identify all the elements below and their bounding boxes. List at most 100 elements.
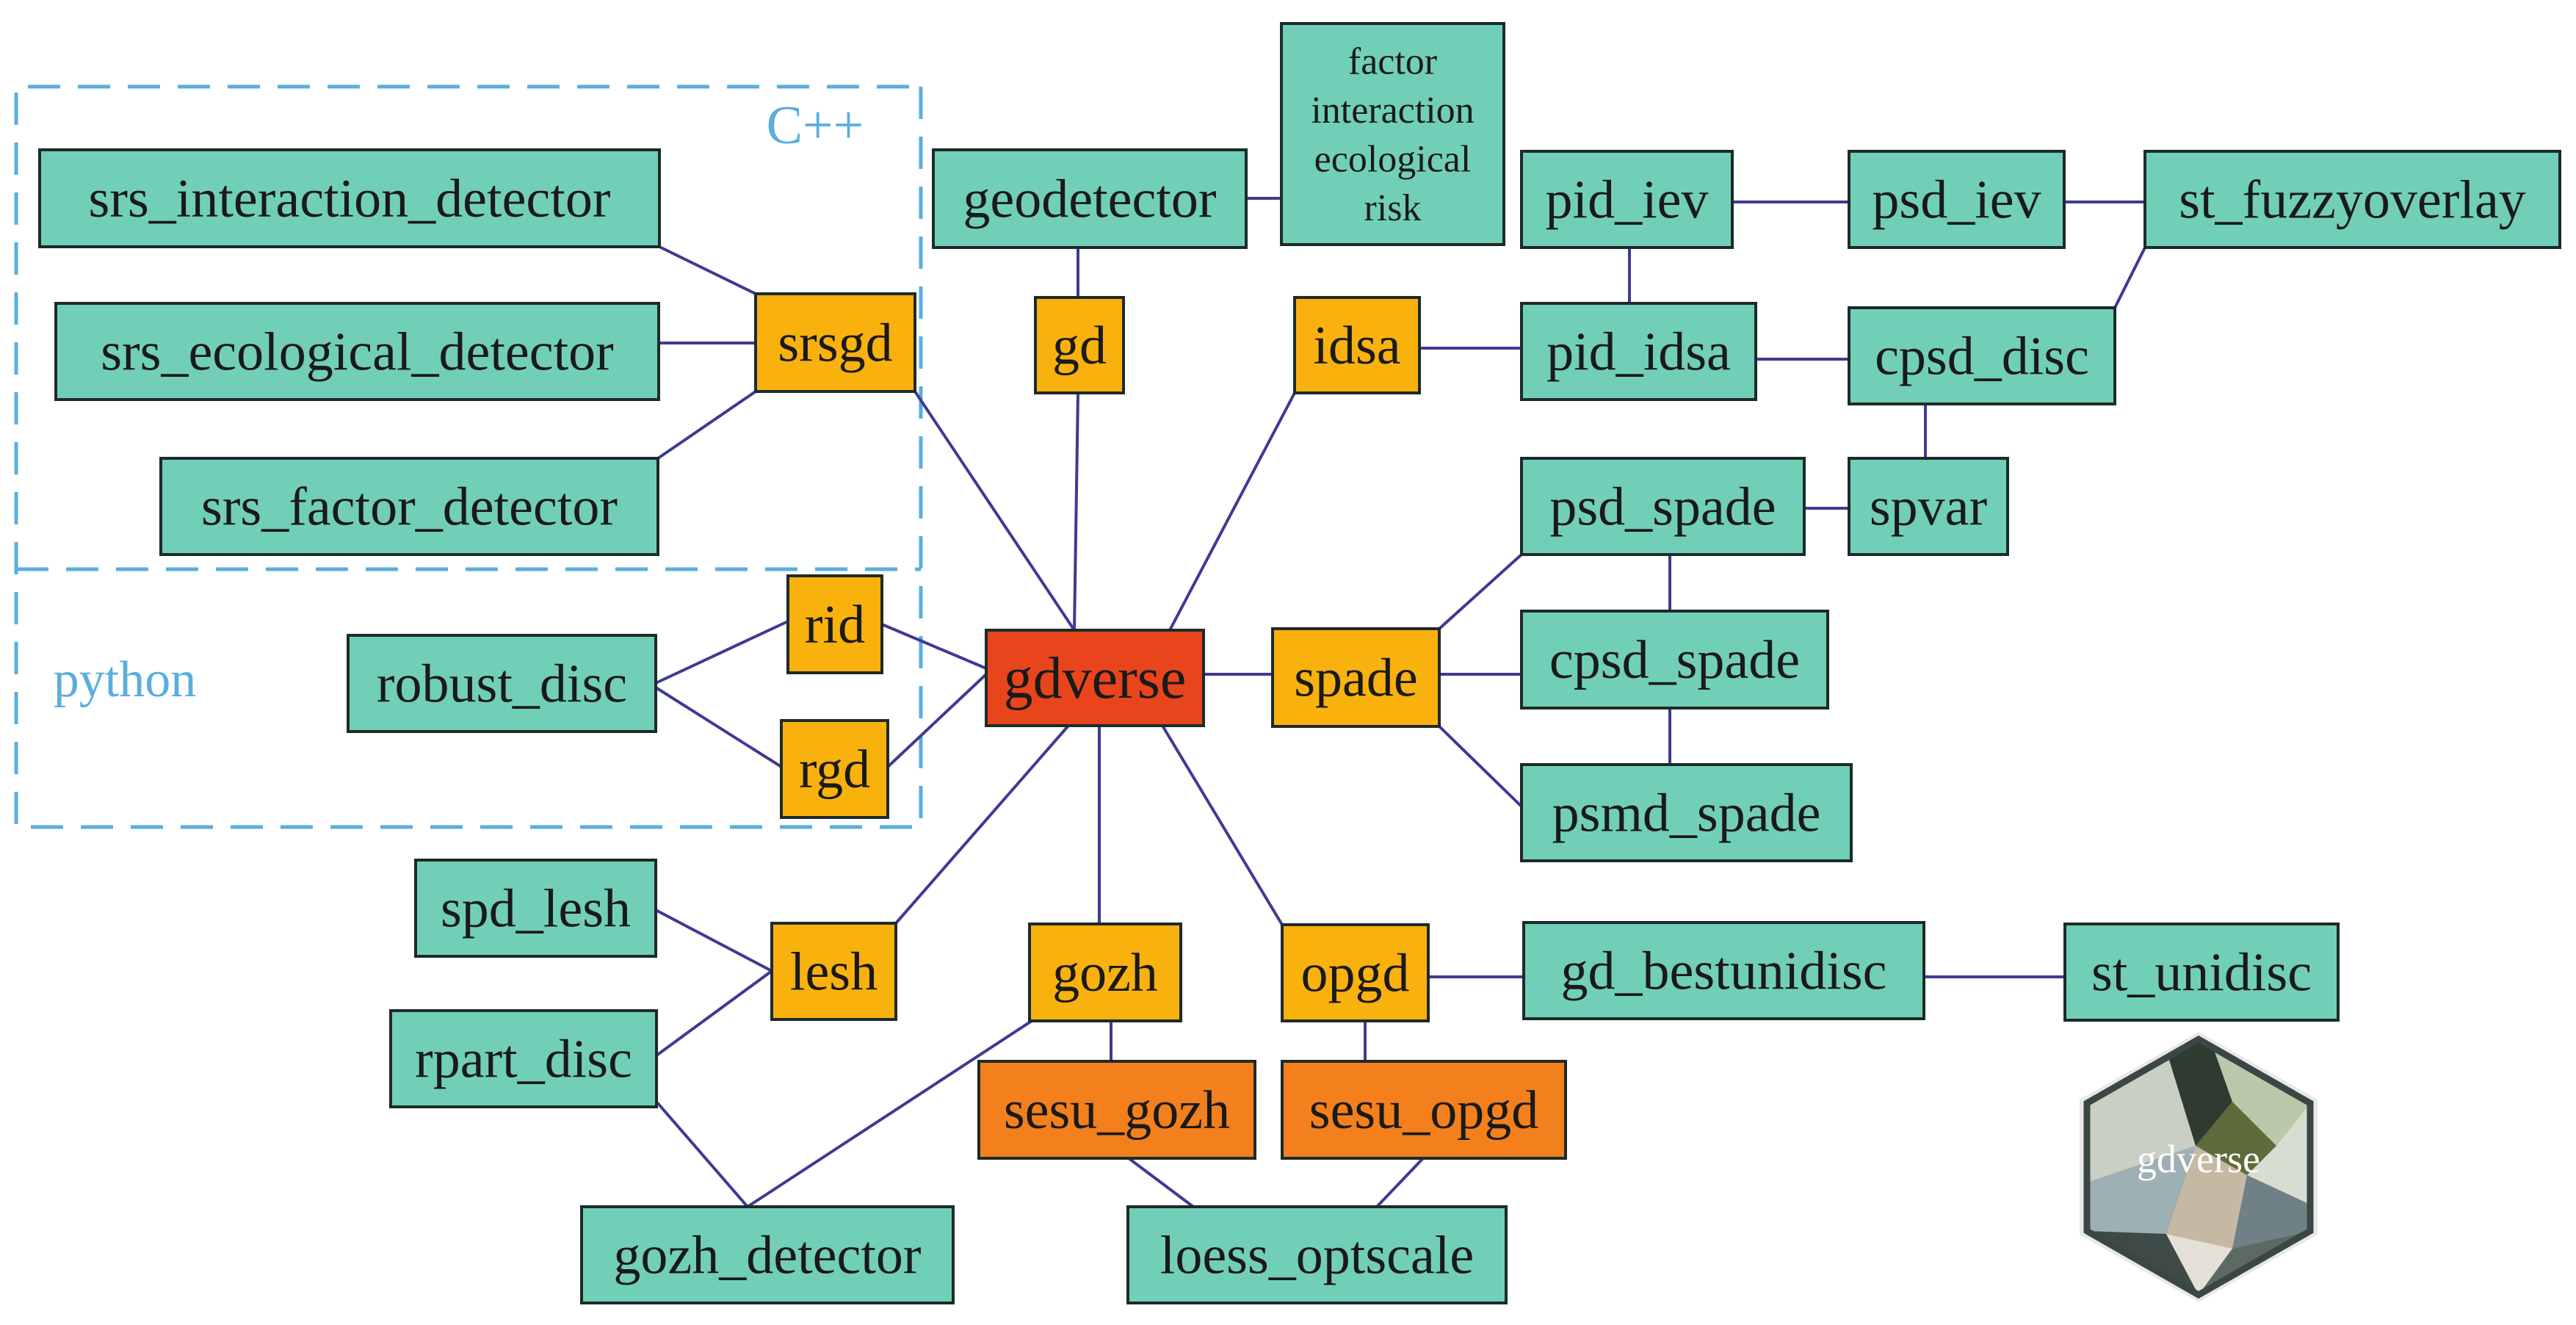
node-label-spd_lesh: spd_lesh [441,879,631,939]
node-lesh: lesh [770,922,897,1021]
node-box-gozh_detector [580,1205,955,1304]
node-box-gd_bestunidisc [1522,921,1925,1020]
node-srs_ecological_detector: srs_ecological_detector [54,302,660,401]
node-box-lesh [770,922,897,1021]
node-rpart_disc: rpart_disc [389,1009,658,1108]
node-label-rid: rid [805,595,865,655]
node-box-geodetector [932,148,1248,249]
node-box-cpsd_disc [1848,306,2116,405]
node-spvar: spvar [1848,457,2009,556]
node-srsgd: srsgd [754,292,916,393]
edge-rpart_disc-to-gozh_detector [655,1100,749,1208]
node-label-cpsd_spade: cpsd_spade [1549,630,1800,690]
edge-gd-to-gdverse [1073,392,1079,631]
edge-spd_lesh-to-lesh [655,909,773,972]
node-geodetector: geodetector [932,148,1248,249]
node-box-st_fuzzyoverlay [2143,150,2561,249]
node-label-idsa: idsa [1313,316,1400,376]
node-st_fuzzyoverlay: st_fuzzyoverlay [2143,150,2561,249]
node-cpsd_disc: cpsd_disc [1848,306,2116,405]
node-pid_iev: pid_iev [1520,150,1734,249]
node-label-sesu_gozh: sesu_gozh [1004,1080,1230,1141]
node-psd_spade: psd_spade [1520,457,1806,556]
node-psd_iev: psd_iev [1848,150,2066,249]
edge-idsa-to-gdverse [1168,392,1296,631]
node-label-spvar: spvar [1870,477,1987,538]
logo-hex-border [2083,1035,2314,1299]
edges [654,197,2146,1208]
node-box-psd_spade [1520,457,1806,556]
node-label-geodetector: geodetector [963,170,1216,230]
node-loess_optscale: loess_optscale [1126,1205,1508,1304]
node-box-srs_factor_detector [159,457,659,556]
node-gd: gd [1034,296,1125,394]
edge-sesu_opgd-to-loess_optscale [1375,1157,1425,1208]
node-label-psd_iev: psd_iev [1872,170,2041,231]
node-box-srsgd [754,292,916,393]
node-label-srsgd: srsgd [778,314,892,374]
edge-sesu_gozh-to-loess_optscale [1127,1157,1195,1208]
node-gd_bestunidisc: gd_bestunidisc [1522,921,1925,1020]
region-label-cpp: C++ [767,95,864,156]
node-box-gd [1034,296,1125,394]
node-box-robust_disc [347,634,657,733]
node-srs_interaction_detector: srs_interaction_detector [38,148,661,248]
edge-opgd-to-gdverse [1161,724,1284,926]
node-st_unidisc: st_unidisc [2063,923,2340,1022]
edge-rpart_disc-to-lesh [655,970,773,1057]
node-box-pid_iev [1520,150,1734,249]
node-label-st_unidisc: st_unidisc [2091,943,2312,1003]
node-label-st_fuzzyoverlay: st_fuzzyoverlay [2179,170,2526,231]
node-box-rpart_disc [389,1009,658,1108]
node-sesu_gozh: sesu_gozh [977,1060,1256,1160]
edge-lesh-to-gdverse [894,724,1070,925]
node-box-opgd [1281,923,1430,1022]
node-box-idsa [1293,296,1421,394]
node-gozh_detector: gozh_detector [580,1205,955,1304]
node-gozh: gozh [1028,923,1182,1022]
edge-gozh-to-gozh_detector [746,1019,1033,1208]
node-box-spvar [1848,457,2009,556]
node-opgd: opgd [1281,923,1430,1022]
node-srs_factor_detector: srs_factor_detector [159,457,659,556]
node-label-sesu_opgd: sesu_opgd [1309,1080,1538,1141]
nodes: gdverse srsgd gd idsa rid rgd spade lesh gozh opg… [38,22,2561,1304]
node-factor_box: factor interaction ecological risk [1280,22,1505,246]
node-box-st_unidisc [2063,923,2340,1022]
node-label-rgd: rgd [799,740,870,800]
node-box-psd_iev [1848,150,2066,249]
node-label-gozh_detector: gozh_detector [613,1226,921,1286]
node-label-rpart_disc: rpart_disc [415,1030,632,1090]
node-label-cpsd_disc: cpsd_disc [1875,327,2089,387]
logo-text: gdverse [2137,1137,2260,1181]
node-sesu_opgd: sesu_opgd [1281,1060,1567,1160]
gdverse-hex-logo: gdverse [2080,1032,2318,1302]
node-pid_idsa: pid_idsa [1520,302,1757,401]
node-label-srs_interaction_detector: srs_interaction_detector [89,169,611,229]
node-box-cpsd_spade [1520,610,1829,710]
node-box-factor_box [1280,22,1505,246]
node-rid: rid [786,574,883,674]
node-label-gozh: gozh [1052,943,1158,1003]
node-label-psd_spade: psd_spade [1549,477,1776,538]
language-regions: C++ python [14,84,923,829]
node-idsa: idsa [1293,296,1421,394]
node-label-srs_ecological_detector: srs_ecological_detector [101,322,614,383]
node-box-gozh [1028,923,1182,1022]
node-label-spade: spade [1294,649,1418,709]
node-box-rgd [780,719,889,819]
node-robust_disc: robust_disc [347,634,657,733]
node-spd_lesh: spd_lesh [414,859,657,958]
node-box-pid_idsa [1520,302,1757,401]
node-gdverse: gdverse [985,629,1205,727]
edge-srs_factor_detector-to-srsgd [656,390,757,460]
node-label-psmd_spade: psmd_spade [1552,784,1821,844]
node-label-opgd: opgd [1301,944,1410,1004]
node-cpsd_spade: cpsd_spade [1520,610,1829,710]
node-label-robust_disc: robust_disc [377,654,627,715]
node-box-rid [786,574,883,674]
node-box-sesu_gozh [977,1060,1256,1160]
edge-spade-to-psmd_spade [1438,725,1523,808]
node-label-pid_idsa: pid_idsa [1546,322,1731,383]
